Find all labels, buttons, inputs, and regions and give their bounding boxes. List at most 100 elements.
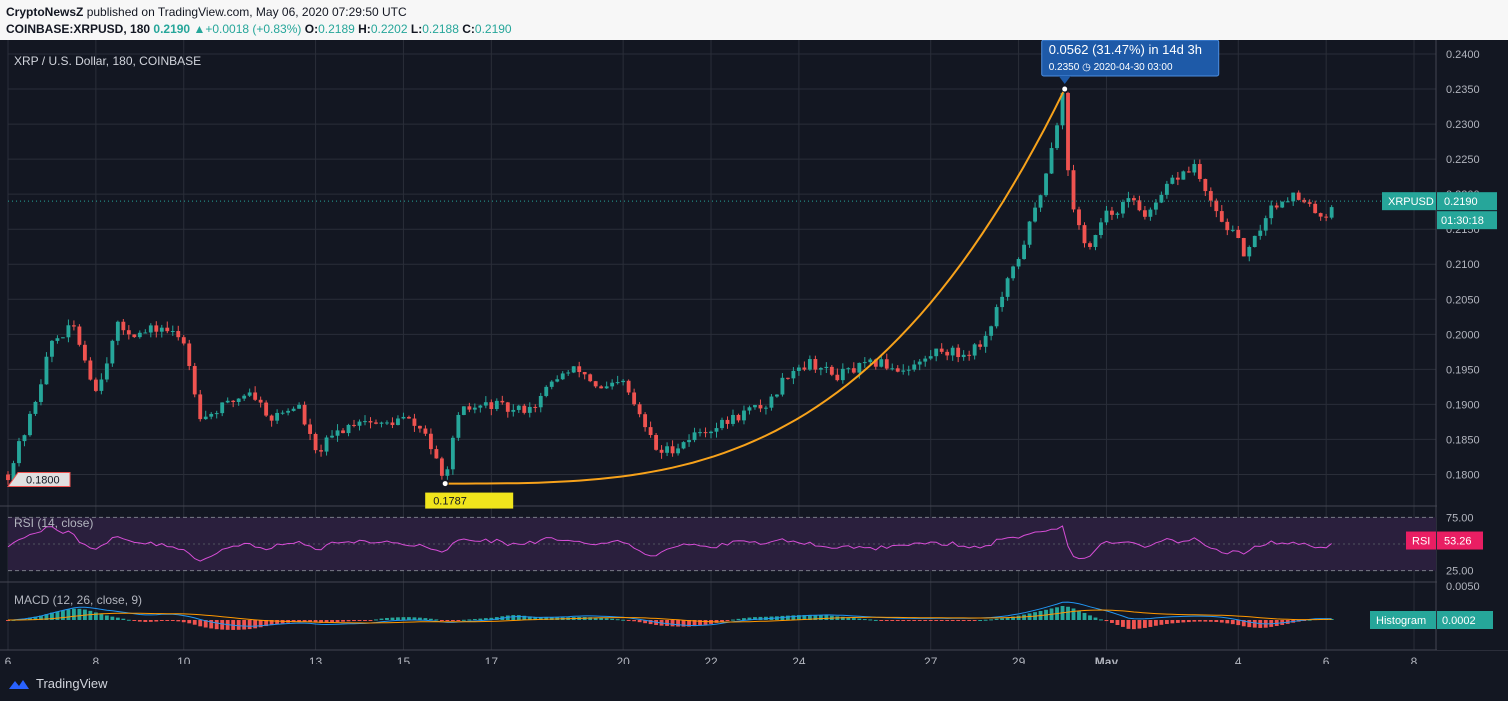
macd-histogram-bar — [198, 620, 203, 627]
macd-histogram-bar — [1175, 620, 1180, 623]
tradingview-icon — [9, 679, 29, 689]
tradingview-logo[interactable]: TradingView — [8, 676, 108, 691]
macd-histogram-bar — [1181, 620, 1186, 623]
macd-histogram-bar — [1159, 620, 1164, 625]
measure-start-point — [441, 480, 449, 488]
candle-body — [50, 340, 54, 357]
macd-histogram-bar — [824, 615, 829, 620]
up-arrow-icon: ▲ — [193, 22, 206, 36]
macd-histogram-bar — [77, 608, 82, 620]
macd-histogram-bar — [796, 615, 801, 620]
macd-histogram-bar — [192, 620, 197, 625]
price-chart[interactable]: 0.1787 0.0562 (31.47%) in 14d 3h 0.2350 ◷ … — [0, 40, 1508, 664]
macd-histogram-bar — [868, 619, 873, 621]
candle-body — [527, 406, 532, 413]
macd-histogram-bar — [308, 620, 312, 622]
macd-label: MACD (12, 26, close, 9) — [14, 593, 143, 607]
candle-body — [126, 330, 131, 335]
macd-histogram-bar — [818, 615, 823, 620]
candle-body — [604, 386, 609, 389]
candle-body — [225, 400, 230, 403]
candle-body — [676, 448, 680, 454]
rsi-name-tag-box — [1406, 531, 1436, 550]
candle-body — [862, 362, 867, 364]
macd-histogram-bar — [846, 617, 851, 620]
candle-body — [1247, 246, 1252, 257]
macd-histogram-bar — [115, 617, 120, 620]
candle-body — [1088, 243, 1092, 247]
macd-histogram-bar — [28, 617, 32, 620]
macd-histogram-bar — [648, 620, 653, 625]
macd-histogram-bar — [50, 612, 54, 620]
macd-histogram-bar — [1126, 620, 1131, 629]
macd-histogram-bar — [1093, 617, 1098, 620]
candle-body — [275, 412, 280, 421]
macd-histogram-bar — [967, 620, 972, 621]
macd-histogram-bar — [390, 617, 395, 620]
price-tick-label: 0.1900 — [1446, 399, 1480, 411]
candle-body — [626, 380, 631, 393]
candle-body — [428, 433, 433, 450]
macd-histogram-bar — [1104, 620, 1109, 622]
macd-histogram-bar — [407, 617, 411, 620]
rsi-name-tag: RSI — [1412, 536, 1430, 548]
candle-body — [1274, 205, 1279, 208]
rsi-value-tag-box — [1437, 531, 1483, 550]
candle-body — [753, 405, 757, 408]
candle-body — [731, 414, 735, 424]
symbol-tag-box — [1382, 192, 1436, 211]
macd-histogram-bar — [1208, 620, 1213, 622]
macd-histogram-bar — [450, 620, 455, 621]
candle-body — [1285, 201, 1290, 203]
macd-histogram-bar — [994, 618, 999, 620]
macd-histogram-bar — [851, 618, 856, 620]
macd-histogram-bar — [615, 619, 620, 621]
candle-body — [533, 406, 538, 408]
candle-body — [1230, 229, 1235, 231]
macd-histogram-bar — [181, 620, 186, 623]
candle-body — [1132, 198, 1136, 201]
candle-body — [505, 402, 510, 412]
candle-body — [1170, 177, 1175, 184]
time-tick-label: 27 — [924, 655, 938, 664]
candle-body — [242, 395, 247, 399]
price-axis[interactable]: 0.1800 0.1850 0.1900 0.1950 0.2000 0.2050 0.21… — [1370, 40, 1508, 650]
candle-body — [956, 347, 961, 358]
macd-histogram-bar — [731, 619, 735, 621]
time-axis[interactable]: 6 8 10 13 15 17 20 22 24 27 29 May 4 6 8 — [0, 651, 1508, 664]
macd-histogram-bar — [758, 616, 763, 620]
macd-histogram-bar — [170, 620, 175, 621]
candle-body — [665, 446, 669, 453]
candle-body — [747, 407, 752, 411]
macd-histogram-bar — [313, 620, 318, 623]
macd-histogram-bar — [791, 615, 796, 620]
candle-body — [472, 407, 477, 410]
macd-histogram-bar — [396, 617, 400, 620]
candle-body — [330, 435, 334, 438]
macd-histogram-bar — [807, 614, 812, 620]
macd-histogram-bar — [945, 620, 950, 621]
candle-body — [1214, 200, 1219, 212]
candle-body — [110, 340, 115, 364]
high-label: H: — [358, 22, 371, 36]
candle-body — [407, 416, 411, 419]
candle-body — [912, 364, 917, 370]
candle-body — [368, 421, 373, 423]
candle-body — [121, 321, 126, 331]
candle-body — [1082, 225, 1087, 244]
macd-histogram-bar — [950, 620, 955, 621]
macd-histogram-bar — [132, 620, 137, 621]
candle-body — [1203, 178, 1208, 192]
candle-body — [88, 360, 93, 380]
candle-body — [418, 425, 422, 429]
time-tick-label: 17 — [485, 655, 499, 664]
candle-body — [385, 422, 389, 424]
close-label: C: — [462, 22, 475, 36]
candle-body — [1329, 207, 1334, 218]
macd-histogram-bar — [983, 619, 988, 621]
publisher-name[interactable]: CryptoNewsZ — [6, 5, 84, 19]
candle-body — [692, 432, 697, 441]
published-text: published on TradingView.com, May 06, 20… — [86, 5, 407, 19]
rsi-value-tag: 53.26 — [1444, 536, 1472, 548]
macd-histogram-bar — [978, 619, 983, 621]
